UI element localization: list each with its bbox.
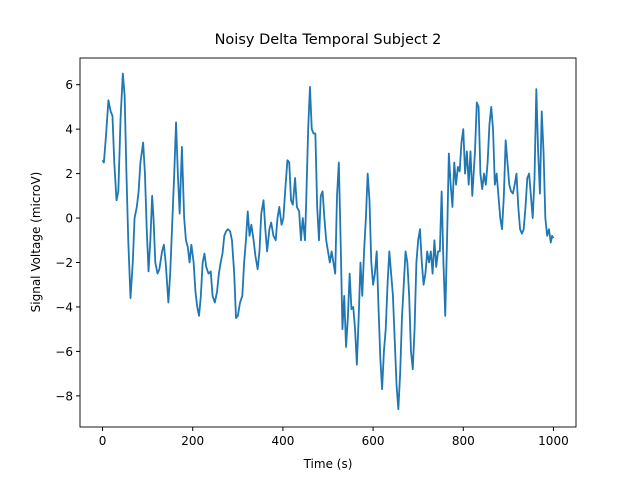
y-tick-label: 6 — [65, 78, 73, 92]
x-tick-label: 0 — [99, 434, 107, 448]
y-tick-label: 0 — [65, 212, 73, 226]
y-tick-label: 4 — [65, 123, 73, 137]
y-tick-label: −2 — [55, 256, 73, 270]
x-axis-label: Time (s) — [303, 457, 353, 471]
y-tick-label: −6 — [55, 345, 73, 359]
x-tick-label: 800 — [452, 434, 475, 448]
y-axis-label: Signal Voltage (microV) — [29, 172, 43, 313]
data-line — [101, 72, 555, 411]
x-tick-label: 400 — [271, 434, 294, 448]
y-tick-label: 2 — [65, 167, 73, 181]
x-tick-label: 600 — [362, 434, 385, 448]
chart-title: Noisy Delta Temporal Subject 2 — [215, 32, 442, 48]
x-tick-label: 200 — [181, 434, 204, 448]
x-tick-label: 1000 — [538, 434, 569, 448]
y-tick-label: −4 — [55, 300, 73, 314]
plot-frame — [79, 57, 577, 428]
y-tick-label: −8 — [55, 389, 73, 403]
